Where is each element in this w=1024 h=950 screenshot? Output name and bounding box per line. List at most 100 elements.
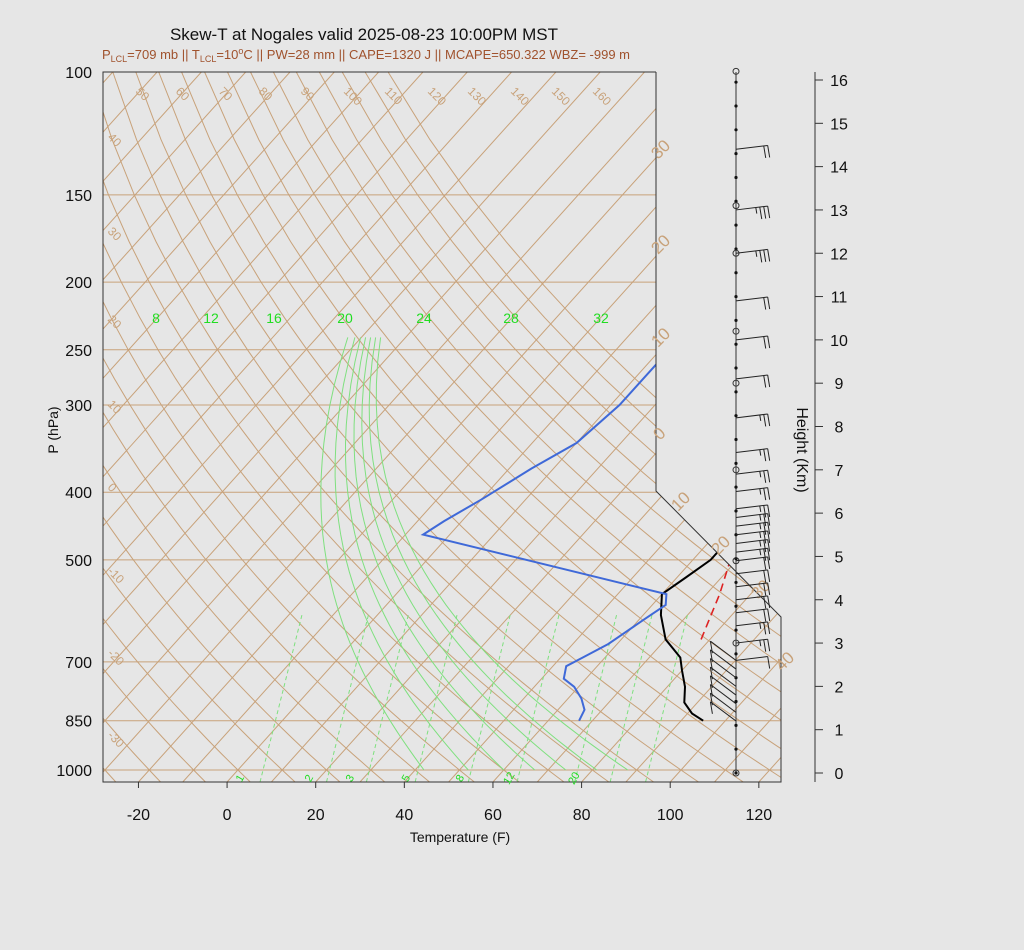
wind-level-dot <box>734 199 738 203</box>
pressure-tick-label: 400 <box>65 485 92 502</box>
moist-adiabat-label: 28 <box>503 310 519 326</box>
pressure-tick-label: 700 <box>65 655 92 672</box>
dry-adiabat-line <box>103 72 254 782</box>
wind-calm-circle <box>732 67 740 75</box>
wind-level-dot <box>734 485 738 489</box>
dry-adiabat-line <box>103 72 569 782</box>
dry-adiabat-line <box>181 72 781 782</box>
wind-barb <box>735 205 768 211</box>
height-tick-label: 2 <box>835 679 844 696</box>
height-tick-label: 16 <box>830 73 848 90</box>
wind-level-dot <box>734 104 738 108</box>
isotherm-line <box>103 72 601 782</box>
isotherm-line <box>271 72 781 782</box>
isotherm-label-top: 90 <box>298 84 318 104</box>
wind-barb-flag <box>767 569 771 583</box>
wind-barb <box>735 144 768 150</box>
height-tick-label: 6 <box>835 506 844 523</box>
pressure-tick-label: 250 <box>65 343 92 360</box>
wind-barb-lower <box>710 640 737 661</box>
wind-barb-flag <box>767 513 771 526</box>
wind-barb <box>735 521 768 527</box>
dry-adiabat-line <box>158 72 781 782</box>
wind-barb-flag <box>767 470 771 483</box>
mixing-ratio-line <box>467 615 511 782</box>
wind-level-dot <box>734 509 738 513</box>
wind-barb <box>735 530 768 536</box>
wind-level-dot <box>734 318 738 322</box>
isotherm-label-top: 80 <box>256 84 276 104</box>
wind-barb-flag <box>767 145 771 158</box>
moist-adiabat-label: 12 <box>203 310 219 326</box>
wind-level-dot <box>734 80 738 84</box>
dry-adiabat-line <box>204 72 781 782</box>
wind-level-dot <box>734 128 738 132</box>
subtitle-lcl-p-sub: LCL <box>111 54 128 64</box>
x-tick-label: -20 <box>127 807 150 824</box>
isotherm-line <box>714 72 781 782</box>
wind-barb-half-flag <box>759 531 762 538</box>
dewpoint-line <box>420 72 781 722</box>
isotherm-line <box>625 72 781 782</box>
subtitle-degree-sup: o <box>238 46 243 56</box>
pressure-tick-label: 1000 <box>56 763 92 780</box>
wind-barb-flag <box>763 609 767 622</box>
wind-barb-half-flag <box>755 207 758 214</box>
wind-barb-flag <box>767 608 771 621</box>
isotherm-line <box>103 72 645 782</box>
mixing-ratio-label: 12 <box>501 770 518 787</box>
wind-barb-flag <box>767 582 771 595</box>
pressure-tick-label: 100 <box>65 65 92 82</box>
wind-barb-flag <box>763 470 767 483</box>
isotherm-line <box>892 72 1024 782</box>
height-tick-label: 13 <box>830 203 848 220</box>
wind-barb-half-flag <box>759 514 762 521</box>
mixing-ratio-label: 3 <box>344 773 357 784</box>
wind-barb-flag <box>767 639 771 652</box>
wind-level-dot <box>734 699 738 704</box>
dry-adiabat-line <box>103 72 479 782</box>
mixing-ratio-label: 20 <box>566 770 583 787</box>
wind-barb-flag <box>759 250 763 263</box>
isotherm-label-right: 30 <box>647 136 674 163</box>
isotherm-line <box>103 72 557 782</box>
wind-calm-circle <box>732 466 740 474</box>
wind-barb <box>735 595 768 601</box>
wind-level-dot <box>734 604 738 608</box>
wind-barb-flag <box>763 540 767 553</box>
subtitle-lcl-t-sub: LCL <box>200 54 217 64</box>
wind-barb <box>735 296 768 302</box>
mixing-ratio-label: 5 <box>400 773 413 784</box>
wind-barb-half-flag <box>759 549 762 556</box>
wind-barb-flag <box>763 522 767 535</box>
wind-barb-flag <box>767 249 771 262</box>
wind-barb-flag <box>763 249 767 262</box>
isotherm-label-top: 120 <box>425 84 449 108</box>
isotherm-label-left: 40 <box>105 130 125 150</box>
dry-adiabat-line <box>0 72 73 785</box>
wind-barb-lower <box>710 692 737 713</box>
isotherm-line <box>103 72 158 782</box>
dry-adiabat-line <box>103 72 344 782</box>
mixing-ratio-line <box>326 615 369 782</box>
height-tick-label: 1 <box>835 723 844 740</box>
isotherm-label-top: 110 <box>382 84 406 108</box>
height-axis-label: Height (Km) <box>793 407 810 492</box>
wind-barb-flag <box>767 504 771 518</box>
dry-adiabat-line <box>103 72 164 782</box>
wind-barb <box>735 374 768 380</box>
wind-level-dot <box>734 271 738 275</box>
wind-barb <box>735 513 768 518</box>
wind-barb <box>735 638 768 644</box>
moist-adiabat-line <box>375 337 629 771</box>
wind-barb-flag <box>767 487 771 500</box>
wind-barb <box>735 656 768 661</box>
dry-adiabat-line <box>103 72 658 782</box>
height-tick-label: 9 <box>835 376 844 393</box>
wind-barb-flag <box>767 539 771 552</box>
wind-barb-half-flag <box>755 250 758 257</box>
wind-level-dot <box>734 414 738 418</box>
isotherm-line <box>103 72 734 782</box>
wind-level-dot <box>734 461 738 465</box>
